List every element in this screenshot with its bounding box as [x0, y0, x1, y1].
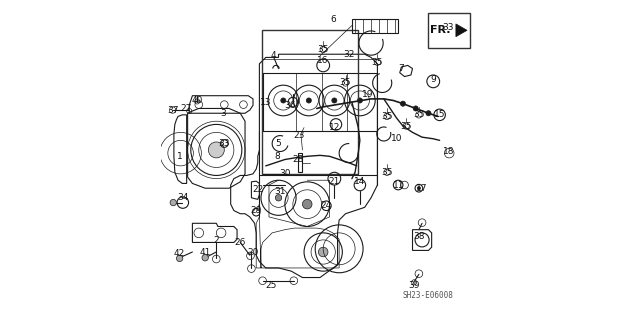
Text: 16: 16	[317, 56, 329, 65]
Text: 35: 35	[413, 110, 425, 119]
Text: 12: 12	[329, 123, 340, 132]
Text: 2: 2	[214, 236, 219, 245]
Text: 22: 22	[252, 185, 264, 194]
Text: 4: 4	[271, 51, 276, 60]
Circle shape	[319, 247, 328, 257]
Text: 18: 18	[444, 147, 455, 156]
Text: 10: 10	[391, 134, 403, 143]
Text: 39: 39	[408, 281, 420, 290]
Text: 3: 3	[220, 109, 225, 118]
Circle shape	[417, 187, 420, 190]
Text: 29: 29	[250, 206, 262, 215]
Text: 11: 11	[393, 181, 404, 189]
Text: 24: 24	[321, 201, 332, 210]
Text: 5: 5	[276, 139, 282, 148]
Text: 33: 33	[218, 139, 230, 148]
Text: 7: 7	[399, 64, 404, 73]
Text: 8: 8	[274, 152, 280, 161]
Text: 25: 25	[265, 281, 276, 290]
Text: 26: 26	[235, 238, 246, 247]
Circle shape	[303, 199, 312, 209]
Text: 6: 6	[330, 15, 335, 24]
Text: 30: 30	[279, 169, 291, 178]
Bar	[428, 13, 470, 48]
Circle shape	[170, 199, 177, 206]
Text: 31: 31	[275, 187, 286, 196]
Text: 1: 1	[177, 152, 182, 161]
Circle shape	[202, 255, 209, 261]
Text: 35: 35	[381, 112, 393, 121]
Text: 9: 9	[430, 75, 436, 84]
Text: 23: 23	[294, 131, 305, 140]
Text: SH23-E06008: SH23-E06008	[403, 291, 454, 300]
Text: 38: 38	[413, 232, 425, 241]
Text: 27: 27	[180, 104, 192, 113]
Text: 36: 36	[284, 101, 296, 110]
Text: FR.: FR.	[430, 25, 451, 35]
Circle shape	[209, 142, 224, 158]
Text: 14: 14	[354, 177, 365, 186]
Circle shape	[426, 111, 431, 116]
Circle shape	[307, 98, 312, 103]
Bar	[352, 19, 398, 33]
Circle shape	[275, 195, 282, 201]
Text: 21: 21	[329, 177, 340, 186]
Text: 32: 32	[343, 50, 355, 59]
Text: 35: 35	[317, 45, 329, 54]
Text: 20: 20	[247, 248, 259, 256]
Circle shape	[413, 106, 419, 111]
Text: 35: 35	[340, 78, 351, 87]
Circle shape	[332, 98, 337, 103]
Text: 34: 34	[177, 193, 189, 202]
Text: 35: 35	[381, 168, 393, 177]
Bar	[262, 30, 358, 174]
Text: 19: 19	[362, 90, 374, 99]
Text: 40: 40	[191, 96, 203, 105]
Text: 28: 28	[292, 155, 303, 164]
Circle shape	[357, 98, 362, 103]
Circle shape	[177, 255, 183, 262]
Text: 35: 35	[372, 58, 383, 67]
Text: 33: 33	[442, 23, 453, 32]
Text: 35: 35	[401, 122, 412, 130]
Circle shape	[281, 98, 286, 103]
Text: 17: 17	[417, 184, 428, 193]
Text: 15: 15	[434, 110, 445, 119]
Text: 41: 41	[200, 248, 211, 256]
Text: 37: 37	[167, 106, 179, 115]
Text: 13: 13	[260, 98, 271, 107]
Circle shape	[401, 101, 406, 106]
Text: 42: 42	[174, 249, 185, 258]
Polygon shape	[456, 24, 467, 37]
